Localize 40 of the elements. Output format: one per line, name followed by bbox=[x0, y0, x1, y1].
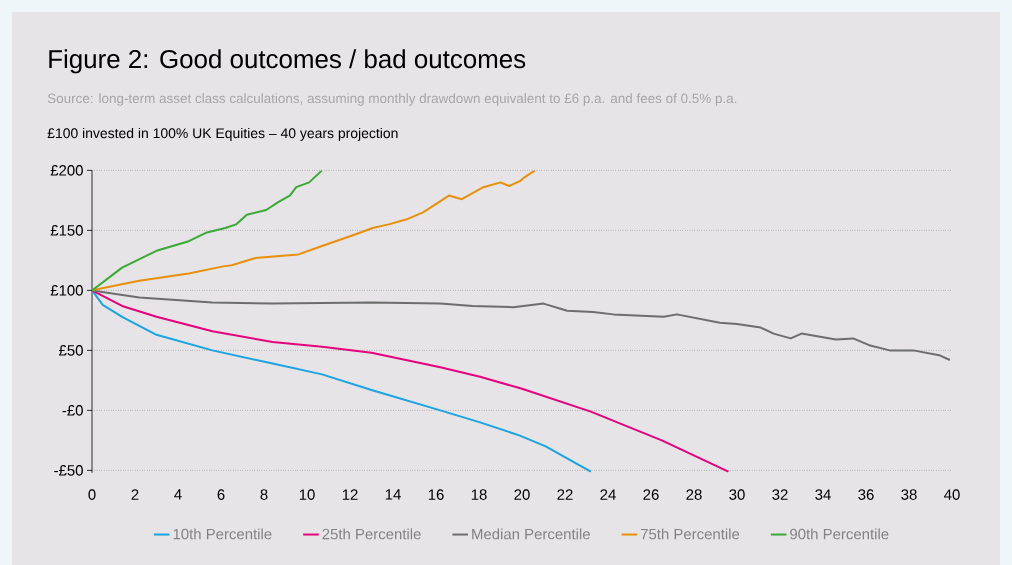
x-tick-label: 10 bbox=[299, 489, 315, 500]
x-tick-label: 26 bbox=[643, 489, 659, 500]
line-series bbox=[92, 170, 324, 292]
x-tick-label: 0 bbox=[88, 489, 96, 500]
x-tick-label: 12 bbox=[342, 489, 358, 500]
legend-label: Median Percentile bbox=[472, 528, 590, 540]
legend-label: 75th Percentile bbox=[640, 528, 740, 540]
legend-label: 10th Percentile bbox=[173, 528, 272, 540]
chart-subtitle: Source: long-term asset class calculations, assuming monthly drawdown equivalent to £6 p.a. and fees of 0.5% p.a. bbox=[47, 93, 737, 106]
y-tick-label: £100 bbox=[50, 285, 83, 296]
y-tick-label: -£50 bbox=[54, 465, 83, 476]
y-axis-title: £100 invested in 100% UK Equities – 40 years projection bbox=[47, 127, 398, 141]
line-series bbox=[92, 289, 951, 361]
x-tick-label: 28 bbox=[686, 489, 702, 500]
x-tick-label: 2 bbox=[131, 489, 139, 500]
x-tick-label: 4 bbox=[174, 489, 182, 500]
x-tick-label: 14 bbox=[385, 489, 401, 500]
x-tick-label: 38 bbox=[901, 489, 917, 500]
line-series bbox=[92, 170, 536, 292]
x-tick-label: 20 bbox=[514, 489, 530, 500]
y-tick-label: £50 bbox=[58, 345, 83, 356]
x-tick-label: 8 bbox=[260, 489, 268, 500]
x-tick-label: 6 bbox=[217, 489, 225, 500]
y-tick-label: £150 bbox=[50, 225, 83, 236]
x-tick-label: 16 bbox=[428, 489, 444, 500]
x-tick-label: 40 bbox=[944, 489, 960, 500]
x-tick-label: 18 bbox=[471, 489, 487, 500]
y-tick-label: -£0 bbox=[62, 405, 83, 416]
x-tick-label: 34 bbox=[815, 489, 831, 500]
x-tick-label: 22 bbox=[557, 489, 573, 500]
legend-label: 90th Percentile bbox=[790, 528, 889, 540]
line-series bbox=[92, 289, 592, 473]
y-tick-label: £200 bbox=[50, 165, 83, 176]
x-tick-label: 30 bbox=[729, 489, 745, 500]
x-tick-label: 32 bbox=[772, 489, 788, 500]
chart-title: Figure 2: Good outcomes / bad outcomes bbox=[49, 49, 526, 74]
x-tick-label: 36 bbox=[858, 489, 874, 500]
x-tick-label: 24 bbox=[600, 489, 616, 500]
line-series bbox=[92, 289, 730, 473]
legend-label: 25th Percentile bbox=[322, 528, 421, 540]
